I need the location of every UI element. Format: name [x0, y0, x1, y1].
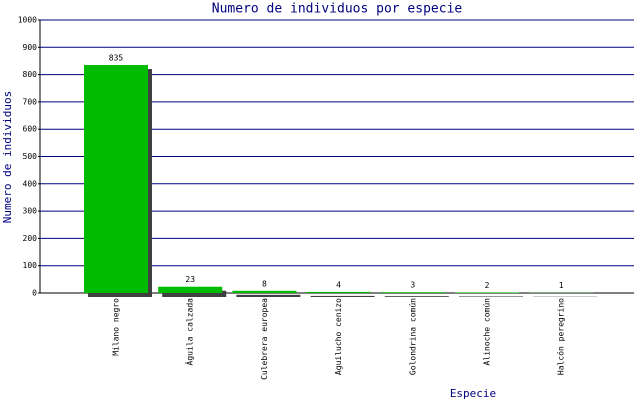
bar-shadow	[162, 290, 227, 297]
bar-shadow	[384, 296, 449, 297]
y-tick-label: 900	[23, 43, 38, 52]
bar	[158, 286, 223, 293]
bar	[232, 290, 297, 293]
y-tick-label: 500	[23, 152, 38, 161]
bar	[380, 292, 445, 293]
bar-shadow	[459, 296, 523, 297]
value-label: 4	[336, 280, 341, 289]
bar	[306, 291, 371, 293]
y-tick-label: 300	[23, 207, 38, 216]
value-label: 835	[109, 54, 124, 63]
value-label: 8	[262, 279, 267, 288]
y-tick-label: 700	[23, 97, 38, 106]
y-tick-label: 0	[32, 289, 37, 298]
y-tick-label: 400	[23, 179, 38, 188]
value-label: 1	[559, 281, 564, 290]
x-axis-label: Especie	[450, 387, 496, 400]
x-tick-label: Águila calzada	[184, 298, 195, 366]
y-axis-label: Numero de individuos	[1, 91, 14, 223]
x-tick-label: Alinoche común	[483, 298, 492, 366]
y-tick-label: 200	[23, 234, 38, 243]
x-tick-label: Culebrera europea	[260, 298, 269, 380]
y-tick-label: 1000	[18, 16, 37, 25]
x-tick-label: Aguilucho cenizo	[334, 298, 343, 375]
bar	[84, 65, 148, 293]
x-tick-label: Milano negro	[112, 298, 121, 356]
y-tick-label: 800	[23, 70, 38, 79]
chart-title: Numero de individuos por especie	[212, 2, 463, 17]
bar	[455, 292, 519, 293]
bar-shadow	[236, 294, 301, 297]
value-label: 2	[485, 281, 490, 290]
y-tick-label: 600	[23, 125, 38, 134]
x-tick-label: Halcón peregrino	[556, 298, 566, 375]
value-label: 3	[410, 281, 415, 290]
value-label: 23	[185, 275, 195, 284]
y-tick-label: 100	[23, 261, 38, 270]
bar-shadow	[310, 295, 375, 297]
x-tick-label: Golondrina común	[408, 298, 417, 375]
